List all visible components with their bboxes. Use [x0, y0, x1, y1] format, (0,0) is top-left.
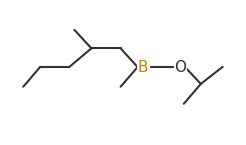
Text: O: O	[174, 60, 186, 75]
Text: B: B	[138, 60, 148, 75]
